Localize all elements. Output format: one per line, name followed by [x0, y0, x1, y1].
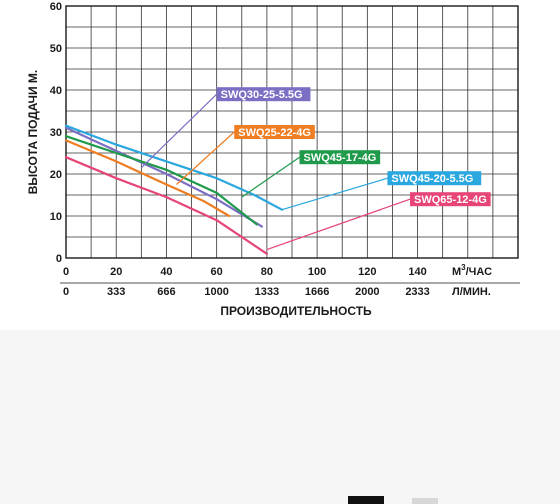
series-label: SWQ25-22-4G [238, 127, 311, 139]
series-labels: SWQ30-25-5.5G SWQ25-22-4G SWQ45-17-4G SWQ45… [216, 87, 491, 207]
x-unit-top-rest: /ЧАС [466, 266, 492, 278]
x-unit-top-sup: 3 [461, 263, 466, 272]
leader-line [281, 177, 388, 211]
x-tick-label-top: 120 [358, 266, 376, 278]
corner-mark [348, 496, 384, 504]
x-tick-label-bottom: 0 [63, 286, 69, 298]
series-label-box [299, 150, 381, 165]
y-tick-label: 20 [50, 169, 62, 181]
plot-border [65, 5, 519, 259]
x-tick-label-top: 0 [63, 266, 69, 278]
blank-area [0, 330, 560, 504]
leader-line [241, 156, 300, 198]
x-tick-label-top: 40 [160, 266, 172, 278]
series-label: SWQ45-20-5.5G [391, 173, 473, 185]
x-tick-label-bottom: 2333 [405, 286, 429, 298]
series-label-box [216, 87, 311, 102]
y-tick-label: 0 [56, 253, 62, 265]
x-tick-label-bottom: 333 [107, 286, 125, 298]
y-tick-label: 60 [50, 1, 62, 13]
y-tick-label: 40 [50, 85, 62, 97]
series-line [64, 156, 268, 255]
series-lines [64, 124, 284, 255]
x-tick-label-top: 140 [408, 266, 426, 278]
series-label: SWQ30-25-5.5G [221, 89, 303, 101]
x-tick-label-bottom: 666 [157, 286, 175, 298]
leader-lines [140, 93, 411, 251]
series-line [64, 126, 263, 228]
x-tick-label-top: 20 [110, 266, 122, 278]
y-axis-title: ВЫСОТА ПОДАЧИ М. [26, 70, 40, 195]
x-tick-label-bottom: 1333 [255, 286, 279, 298]
series-line [64, 124, 284, 211]
x-tick-label-top: 80 [261, 266, 273, 278]
series-line [64, 135, 258, 226]
series-label-box [410, 192, 491, 207]
x-unit-top: М3/ЧАС [452, 263, 492, 278]
x-tick-label-bottom: 1666 [305, 286, 329, 298]
series-label: SWQ65-12-4G [414, 194, 487, 206]
corner-mark-light [412, 498, 438, 504]
series-label-box [234, 125, 315, 139]
series-label-box [387, 171, 482, 186]
series-label: SWQ45-17-4G [304, 152, 377, 164]
leader-line [176, 131, 235, 185]
x-unit-bottom: Л/МИН. [452, 286, 491, 298]
x-tick-label-top: 60 [211, 266, 223, 278]
x-unit-top-base: М [452, 266, 461, 278]
x-tick-label-bottom: 2000 [355, 286, 379, 298]
leader-line [266, 198, 411, 251]
y-tick-label: 10 [50, 211, 62, 223]
y-tick-label: 30 [50, 127, 62, 139]
tick-labels: 0 10 20 30 40 50 60 0 20 40 60 80 100 120 140 0 333 666 10… [50, 1, 430, 298]
x-tick-label-bottom: 1000 [204, 286, 228, 298]
y-tick-label: 50 [50, 43, 62, 55]
series-line [64, 139, 231, 218]
performance-chart: SWQ30-25-5.5G SWQ25-22-4G SWQ45-17-4G SWQ45… [26, 1, 520, 318]
x-axis-title: ПРОИЗВОДИТЕЛЬНОСТЬ [220, 304, 372, 318]
leader-line [140, 93, 218, 169]
x-tick-label-top: 100 [308, 266, 326, 278]
